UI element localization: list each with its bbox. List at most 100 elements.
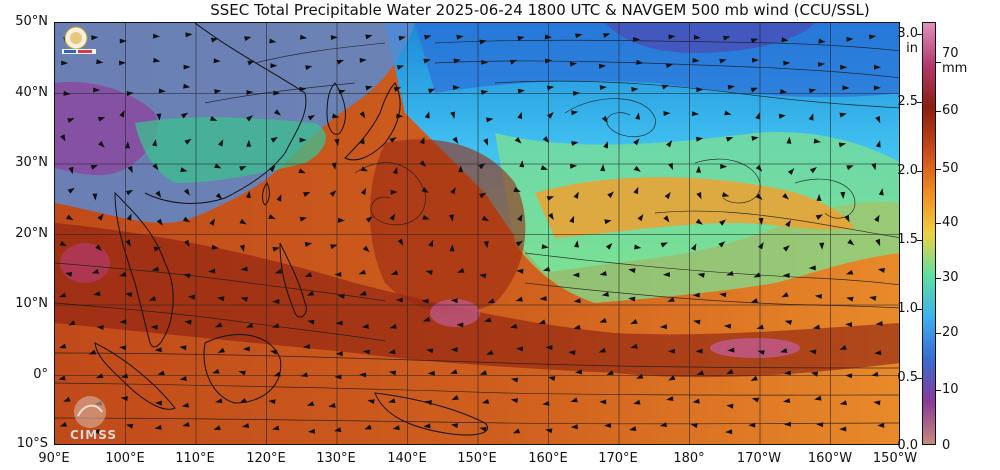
tpw-map[interactable]: [54, 22, 900, 445]
wind-arrow-icon: [336, 59, 345, 65]
wind-arrow-icon: [696, 165, 702, 173]
wind-arrow-icon: [185, 32, 193, 38]
wind-arrow-icon: [633, 36, 641, 42]
wind-arrow-icon: [334, 427, 342, 432]
wind-arrow-icon: [875, 115, 881, 124]
wind-arrow-icon: [148, 296, 157, 301]
wind-arrow-icon: [331, 162, 337, 170]
wind-arrow-icon: [214, 163, 222, 169]
wind-arrow-icon: [389, 213, 396, 221]
wind-arrow-icon: [424, 400, 432, 406]
west-pacific-dark-area: [370, 139, 526, 314]
wind-arrow-icon: [63, 396, 71, 402]
wind-arrow-icon: [127, 165, 133, 174]
wind-arrow-icon: [724, 110, 732, 116]
wind-arrow-icon: [846, 296, 854, 302]
wind-arrow-icon: [513, 187, 521, 192]
wind-arrow-icon: [785, 220, 791, 228]
wind-arrow-icon: [690, 423, 698, 429]
wind-arrow-icon: [782, 193, 790, 200]
wind-arrow-icon: [120, 396, 128, 402]
wind-arrow-icon: [365, 34, 373, 40]
wind-arrow-icon: [125, 239, 131, 247]
wind-arrow-icon: [182, 216, 191, 223]
wind-arrow-icon: [273, 90, 281, 96]
wind-arrow-icon: [696, 191, 702, 200]
wind-arrow-icon: [721, 192, 730, 197]
colorbar-tick: [936, 390, 941, 391]
colorbar-inch-label: 2.0: [897, 163, 918, 178]
wind-arrow-icon: [450, 347, 458, 353]
colorbar-tick: [936, 111, 941, 112]
wind-arrow-icon: [631, 86, 639, 92]
wind-arrow-icon: [780, 348, 788, 353]
colorbar-mm-unit: mm: [942, 61, 968, 76]
wind-arrow-icon: [66, 214, 74, 221]
lon-label: 120°E: [246, 451, 286, 466]
wind-arrow-icon: [389, 323, 397, 329]
wind-arrow-icon: [719, 292, 727, 298]
wind-arrow-icon: [479, 370, 488, 375]
wind-arrow-icon: [60, 134, 66, 142]
wind-arrow-icon: [541, 244, 549, 250]
wind-arrow-icon: [487, 298, 495, 304]
wind-arrow-icon: [780, 89, 788, 94]
wind-arrow-icon: [628, 426, 637, 432]
wind-arrow-icon: [97, 116, 106, 122]
wind-arrow-icon: [125, 189, 134, 196]
wind-arrow-icon: [158, 88, 166, 94]
wind-arrow-icon: [719, 219, 727, 226]
wind-arrow-icon: [637, 213, 644, 222]
colorbar-inch-label: 2.5: [897, 94, 918, 109]
wind-arrow-icon: [816, 422, 824, 428]
wind-arrow-icon: [479, 39, 487, 45]
wind-arrow-icon: [393, 87, 402, 92]
lon-label: 150°W: [872, 451, 918, 466]
wind-arrow-icon: [725, 137, 734, 142]
wind-arrow-icon: [547, 111, 554, 119]
wind-arrow-icon: [877, 422, 885, 428]
wind-arrow-icon: [246, 90, 254, 96]
wind-arrow-icon: [542, 136, 550, 144]
wind-arrow-icon: [306, 401, 315, 406]
lon-label: 180°: [673, 451, 705, 466]
magenta-spot-1: [710, 338, 800, 358]
wind-arrow-icon: [786, 136, 792, 144]
wind-arrow-icon: [809, 166, 817, 174]
wind-arrow-icon: [601, 291, 609, 297]
north-purple-patch: [605, 23, 815, 53]
indochina-coastline: [114, 191, 174, 348]
wind-arrow-icon: [571, 141, 579, 146]
colorbar-inch-unit: in: [906, 41, 918, 56]
wind-arrow-icon: [633, 138, 640, 146]
colorbar-inch-label: 1.5: [897, 232, 918, 247]
wind-arrow-icon: [269, 38, 277, 44]
wind-arrow-icon: [334, 272, 342, 278]
colorbar-mm-label: 20: [942, 325, 959, 340]
wind-arrow-icon: [337, 293, 345, 299]
wind-arrow-icon: [606, 370, 614, 376]
wind-arrow-icon: [331, 113, 340, 119]
wind-arrow-icon: [392, 425, 400, 431]
lon-label: 150°E: [457, 451, 497, 466]
wind-arrow-icon: [92, 428, 100, 434]
wind-arrow-icon: [628, 268, 636, 274]
wind-arrow-icon: [268, 214, 276, 220]
lon-label: 170°W: [736, 451, 782, 466]
wind-arrow-icon: [456, 322, 464, 328]
wind-arrow-icon: [272, 298, 280, 304]
wind-arrow-icon: [242, 346, 250, 352]
wind-arrow-icon: [422, 214, 430, 220]
wind-arrow-icon: [307, 319, 315, 325]
wind-arrow-icon: [723, 35, 731, 41]
wind-arrow-icon: [515, 296, 523, 302]
wind-arrow-icon: [91, 35, 99, 41]
wind-arrow-icon: [239, 166, 247, 172]
wind-arrow-icon: [750, 298, 759, 303]
wind-arrow-icon: [667, 296, 675, 302]
wind-arrow-icon: [663, 215, 670, 223]
wind-arrow-icon: [152, 163, 159, 171]
lon-label: 140°E: [387, 451, 427, 466]
wind-arrow-icon: [217, 296, 225, 302]
wind-arrow-icon: [726, 403, 734, 409]
